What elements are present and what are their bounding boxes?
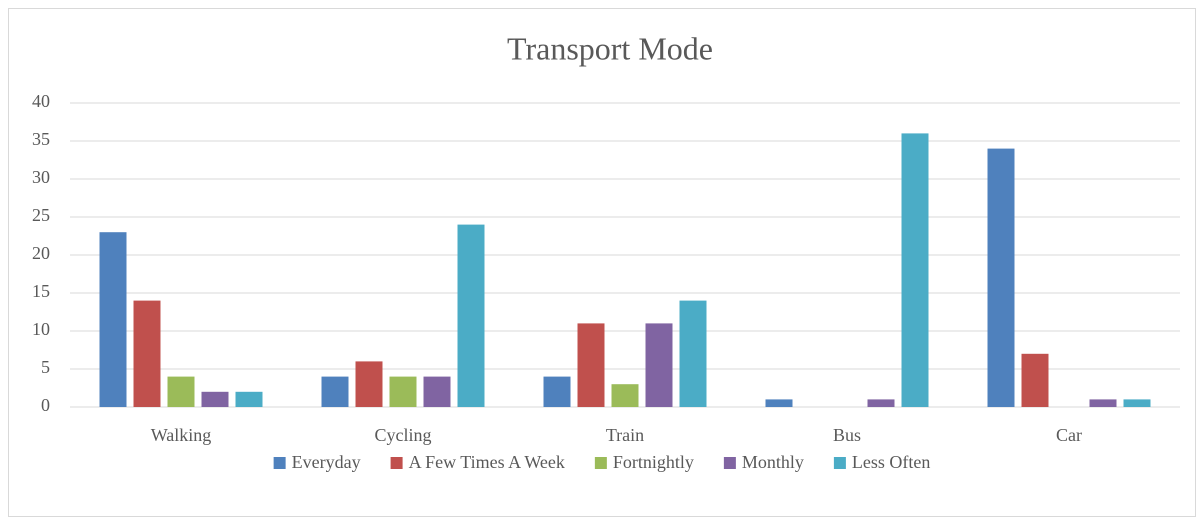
bar	[645, 323, 673, 407]
legend-label: A Few Times A Week	[409, 452, 565, 472]
legend-label: Everyday	[292, 452, 361, 472]
y-tick-label: 35	[32, 129, 50, 149]
y-tick-label: 0	[41, 395, 50, 415]
bar	[577, 323, 605, 407]
x-tick-label: Bus	[833, 425, 861, 445]
bar	[201, 391, 229, 407]
bar	[1123, 399, 1151, 407]
y-tick-label: 25	[32, 205, 50, 225]
legend-swatch	[273, 457, 286, 469]
legend-swatch	[833, 457, 846, 469]
legend-swatch	[390, 457, 403, 469]
bar	[901, 133, 929, 407]
y-tick-label: 15	[32, 281, 50, 301]
x-tick-label: Train	[606, 425, 644, 445]
bar	[99, 232, 127, 407]
bar	[133, 300, 161, 407]
bar	[867, 399, 895, 407]
legend-label: Less Often	[852, 452, 930, 472]
bar	[987, 148, 1015, 407]
bar	[321, 376, 349, 407]
y-tick-label: 10	[32, 319, 50, 339]
legend-swatch	[594, 457, 607, 469]
x-tick-label: Car	[1056, 425, 1082, 445]
y-tick-label: 20	[32, 243, 50, 263]
bar	[1021, 353, 1049, 407]
legend-label: Monthly	[742, 452, 804, 472]
legend-swatch	[723, 457, 736, 469]
bar	[765, 399, 793, 407]
y-tick-label: 30	[32, 167, 50, 187]
bar	[1089, 399, 1117, 407]
chart-title: Transport Mode	[507, 30, 713, 66]
y-tick-label: 40	[32, 91, 50, 111]
bar	[167, 376, 195, 407]
bar	[355, 361, 383, 407]
bar	[389, 376, 417, 407]
bar	[611, 384, 639, 407]
x-tick-label: Walking	[151, 425, 212, 445]
bar	[423, 376, 451, 407]
y-tick-label: 5	[41, 357, 50, 377]
bar	[457, 224, 485, 407]
bar	[235, 391, 263, 407]
bar	[679, 300, 707, 407]
legend-label: Fortnightly	[613, 452, 694, 472]
bar	[543, 376, 571, 407]
x-tick-label: Cycling	[375, 425, 432, 445]
